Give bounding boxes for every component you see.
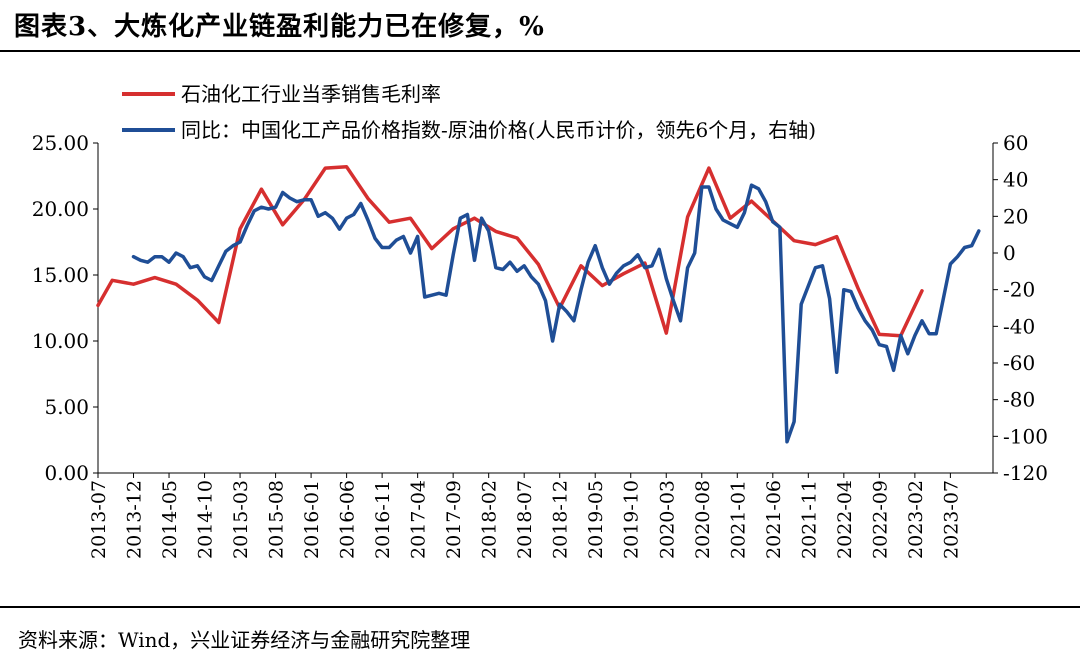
x-tick-label: 2021-01 (727, 480, 749, 559)
bottom-rule (0, 606, 1080, 608)
x-tick-label: 2014-05 (159, 480, 181, 559)
chart-legend: 石油化工行业当季销售毛利率同比：中国化工产品价格指数-原油价格(人民币计价，领先… (122, 82, 816, 142)
x-tick-label: 2023-02 (905, 480, 927, 559)
chart-title: 图表3、大炼化产业链盈利能力已在修复，% (14, 12, 545, 42)
source-note: 资料来源：Wind，兴业证券经济与金融研究院整理 (18, 628, 471, 652)
right-y-tick-label: -120 (1003, 461, 1048, 485)
left-y-tick-label: 20.00 (32, 197, 89, 221)
x-tick-label: 2013-12 (124, 480, 146, 559)
x-tick-label: 2016-01 (301, 480, 323, 559)
x-tick-label: 2018-02 (479, 480, 501, 559)
chart-series-layer (96, 165, 981, 444)
right-y-tick-label: 20 (1003, 204, 1028, 228)
left-y-tick-label: 25.00 (32, 131, 89, 155)
right-y-tick-label: -40 (1003, 314, 1035, 338)
x-tick-label: 2021-11 (798, 480, 820, 559)
right-y-tick-label: -60 (1003, 351, 1035, 375)
chart-axes: 0.00 5.00 10.00 15.00 20.00 25.00 -120 -100 -80 -… (32, 131, 1048, 559)
x-tick-label: 2019-05 (585, 480, 607, 559)
x-tick-label: 2017-09 (443, 480, 465, 559)
x-tick-label: 2020-08 (692, 480, 714, 559)
x-tick-label: 2013-07 (88, 480, 110, 559)
x-tick-label: 2022-04 (834, 480, 856, 559)
x-tick-label: 2015-03 (230, 480, 252, 559)
legend-label: 同比：中国化工产品价格指数-原油价格(人民币计价，领先6个月，右轴) (181, 118, 816, 142)
right-y-tick-label: 40 (1003, 168, 1028, 192)
left-y-tick-label: 10.00 (32, 329, 89, 353)
x-tick-label: 2014-10 (195, 480, 217, 559)
x-tick-label: 2023-07 (940, 480, 962, 559)
x-tick-label: 2019-10 (621, 480, 643, 559)
x-tick-label: 2016-06 (337, 480, 359, 559)
x-tick-label: 2020-03 (656, 480, 678, 559)
x-tick-label: 2016-11 (372, 480, 394, 559)
left-y-tick-label: 5.00 (44, 395, 89, 419)
top-rule (0, 50, 1080, 52)
right-y-tick-label: -20 (1003, 278, 1035, 302)
x-tick-label: 2015-08 (266, 480, 288, 559)
legend-label: 石油化工行业当季销售毛利率 (181, 82, 441, 106)
series-line-price-index-yoy (131, 183, 981, 444)
left-y-tick-label: 15.00 (32, 263, 89, 287)
right-y-tick-label: 0 (1003, 241, 1016, 265)
left-y-tick-label: 0.00 (44, 461, 89, 485)
series-line-gross-margin (96, 165, 924, 338)
x-tick-label: 2021-06 (763, 480, 785, 559)
x-tick-label: 2022-09 (869, 480, 891, 559)
right-y-tick-label: -80 (1003, 388, 1035, 412)
x-tick-label: 2018-12 (550, 480, 572, 559)
x-tick-label: 2017-04 (408, 480, 430, 559)
right-y-tick-label: -100 (1003, 424, 1048, 448)
x-tick-label: 2018-07 (514, 480, 536, 559)
right-y-tick-label: 60 (1003, 131, 1028, 155)
